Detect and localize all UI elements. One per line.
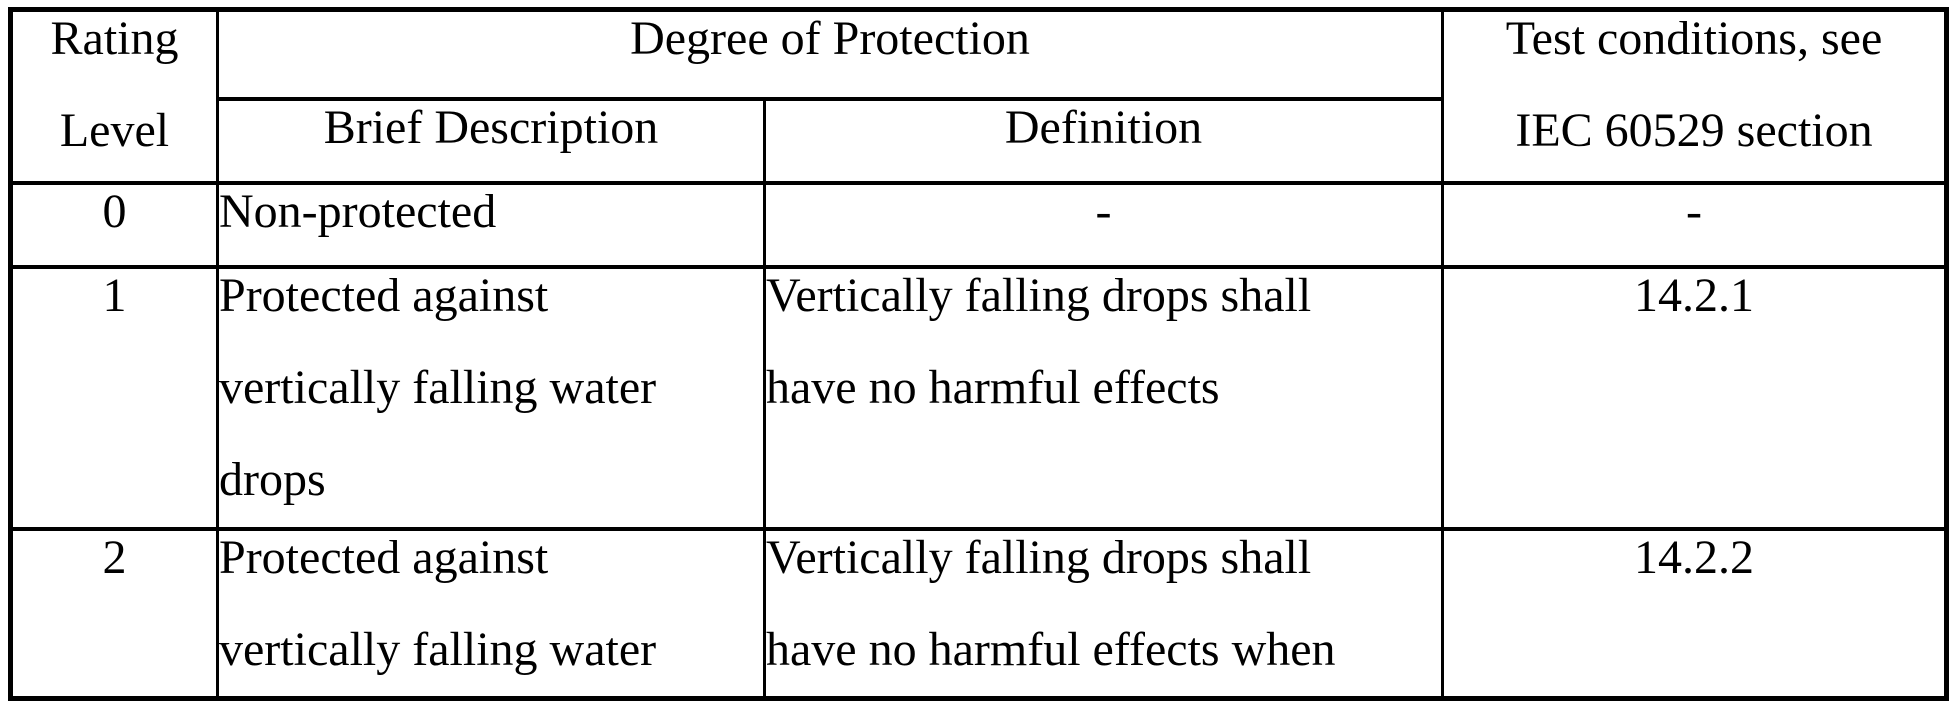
rating-level-value: 2 (102, 530, 127, 584)
table-row-level-1: 1 Protected against vertically falling w… (9, 264, 1948, 531)
rating-level-value: 1 (102, 268, 127, 322)
definition-cell: Vertically falling drops shall have no h… (763, 526, 1444, 701)
rating-level-cell: 1 (9, 264, 219, 531)
rating-level-header: Rating Level (9, 7, 219, 185)
brief-description-line3: drops (219, 452, 326, 506)
table-row-level-0: 0 Non-protected - - (9, 180, 1948, 269)
rating-level-header-line1: Rating (50, 12, 179, 66)
definition-label: Definition (1004, 100, 1203, 154)
test-conditions-header-line1: Test conditions, see (1505, 12, 1883, 66)
brief-description-cell: Protected against vertically falling wat… (216, 264, 766, 531)
protection-rating-table: Rating Level Degree of Protection Test c… (8, 7, 1949, 701)
header-row-top: Rating Level Degree of Protection Test c… (9, 7, 1948, 185)
brief-description-cell: Non-protected (216, 180, 766, 269)
brief-description-line2: vertically falling water (219, 360, 657, 414)
brief-description-line1: Protected against (219, 268, 549, 322)
definition-header: Definition (763, 96, 1444, 185)
brief-description-line2: vertically falling water (219, 622, 657, 676)
test-section-value: 14.2.2 (1634, 530, 1754, 584)
definition-text: - (1095, 184, 1112, 238)
brief-description-label: Brief Description (323, 100, 659, 154)
definition-cell: Vertically falling drops shall have no h… (763, 264, 1444, 531)
test-conditions-header: Test conditions, see IEC 60529 section (1441, 7, 1948, 185)
test-conditions-header-line2: IEC 60529 section (1515, 104, 1873, 157)
test-section-cell: 14.2.1 (1441, 264, 1948, 531)
rating-level-cell: 2 (9, 526, 219, 701)
table-row-level-2: 2 Protected against vertically falling w… (9, 526, 1948, 701)
definition-line1: Vertically falling drops shall (766, 530, 1312, 584)
definition-line2: have no harmful effects (766, 360, 1220, 414)
definition-line2: have no harmful effects when (766, 622, 1336, 676)
degree-of-protection-header: Degree of Protection (216, 7, 1444, 101)
test-section-cell: - (1441, 180, 1948, 269)
test-section-value: - (1686, 184, 1702, 238)
header-row-sub: Brief Description Definition (11, 96, 1947, 185)
test-section-value: 14.2.1 (1634, 268, 1754, 322)
brief-description-cell: Protected against vertically falling wat… (216, 526, 766, 701)
test-section-cell: 14.2.2 (1441, 526, 1948, 701)
rating-level-header-line2: Level (59, 104, 170, 157)
brief-description-line1: Protected against (219, 530, 549, 584)
definition-line1: Vertically falling drops shall (766, 268, 1312, 322)
brief-description-header: Brief Description (216, 96, 766, 185)
degree-of-protection-label: Degree of Protection (630, 12, 1030, 66)
rating-level-value: 0 (102, 184, 127, 238)
brief-description-text: Non-protected (219, 184, 497, 238)
definition-cell: - (763, 180, 1444, 269)
rating-level-cell: 0 (9, 180, 219, 269)
